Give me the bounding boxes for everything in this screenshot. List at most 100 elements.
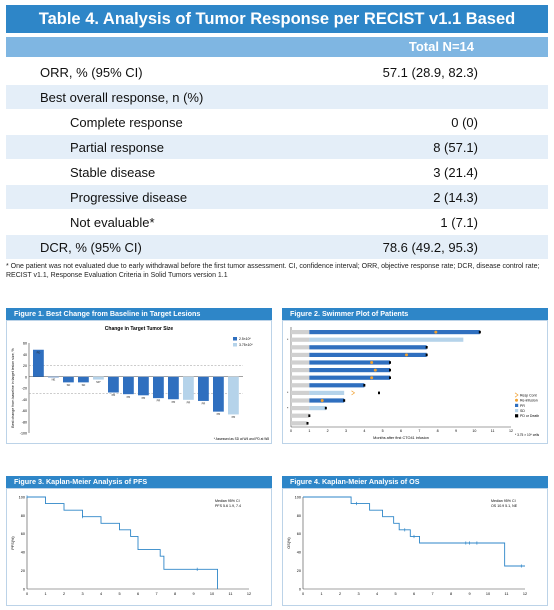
row-value: 78.6 (49.2, 95.3) xyxy=(382,240,478,255)
legend-label: Resp Cont xyxy=(520,393,537,397)
x-tick-label: 2 xyxy=(339,592,341,596)
death-marker xyxy=(378,391,380,395)
figure-1: Figure 1. Best Change from Baseline in T… xyxy=(6,308,272,444)
y-tick-label: 40 xyxy=(23,353,27,357)
lane-bar xyxy=(309,352,427,357)
y-tick-label: 0 xyxy=(299,587,301,591)
dose-marker: * xyxy=(287,391,289,395)
lane-bar xyxy=(291,337,310,342)
death-marker xyxy=(389,368,391,372)
y-tick-label: 100 xyxy=(295,495,301,499)
bar-label: PR xyxy=(127,395,131,399)
x-tick-label: 2 xyxy=(327,429,329,433)
figure-3-title: Figure 3. Kaplan-Meier Analysis of PFS xyxy=(6,476,272,488)
y-tick-label: 80 xyxy=(21,514,25,518)
x-tick-label: 2 xyxy=(63,592,65,596)
y-tick-label: 60 xyxy=(297,532,301,536)
bar-label: NE xyxy=(52,377,56,381)
y-tick-label: -20 xyxy=(22,387,27,391)
table-row: ORR, % (95% CI) 57.1 (28.9, 82.3) xyxy=(6,60,548,84)
bar xyxy=(78,376,89,383)
x-tick-label: 3 xyxy=(345,429,347,433)
x-tick-label: 5 xyxy=(382,429,384,433)
bar-label: PR xyxy=(232,415,236,419)
lane-bar xyxy=(291,383,310,388)
legend-swatch-light xyxy=(233,343,237,347)
waterfall-chart: Change in Target Tumor Size Best change f… xyxy=(11,326,270,441)
y-tick-label: 60 xyxy=(23,342,27,346)
figure-footnote: * Assessed as SD at W4 and PD at W8 xyxy=(214,437,270,441)
bar xyxy=(48,376,59,378)
x-tick-label: 10 xyxy=(210,592,214,596)
x-tick-label: 10 xyxy=(486,592,490,596)
x-tick-label: 6 xyxy=(137,592,139,596)
y-axis-label: PFS(%) xyxy=(11,536,15,550)
table-title: Table 4. Analysis of Tumor Response per … xyxy=(6,5,548,33)
y-tick-label: 20 xyxy=(297,569,301,573)
lane-bar xyxy=(291,406,310,411)
lane-bar xyxy=(291,398,310,403)
x-tick-label: 8 xyxy=(437,429,439,433)
legend-head: Median 95% CI xyxy=(215,499,240,503)
x-tick-label: 3 xyxy=(81,592,83,596)
lane-bar xyxy=(309,360,390,365)
bar xyxy=(168,376,179,400)
lane-bar xyxy=(309,390,345,395)
bar-label: PR xyxy=(112,393,116,397)
x-tick-label: 8 xyxy=(450,592,452,596)
legend-swatch-dark xyxy=(233,337,237,341)
row-value: 3 (21.4) xyxy=(433,165,478,180)
legend-marker xyxy=(515,398,518,402)
x-axis-label: Months after first CTO41 infusion xyxy=(373,436,429,440)
y-axis-label: OS(%) xyxy=(287,537,291,549)
y-tick-label: -100 xyxy=(20,432,27,436)
legend-marker xyxy=(515,414,519,418)
death-marker xyxy=(363,384,366,387)
death-marker xyxy=(425,346,428,349)
row-value: 2 (14.3) xyxy=(433,190,478,205)
bar xyxy=(63,376,74,383)
table-row: Complete response 0 (0) xyxy=(6,110,548,134)
death-marker xyxy=(324,406,327,410)
bar xyxy=(153,376,164,399)
row-label: ORR, % (95% CI) xyxy=(40,65,143,80)
x-tick-label: 8 xyxy=(174,592,176,596)
bar xyxy=(33,349,44,377)
bar xyxy=(198,376,209,401)
x-tick-label: 12 xyxy=(509,429,513,433)
bar xyxy=(108,376,119,393)
lane-bar xyxy=(291,390,310,395)
dose-note: * 3.75 × 10⁸ cells xyxy=(515,433,540,437)
lane-bar xyxy=(309,330,480,335)
x-tick-label: 3 xyxy=(357,592,359,596)
y-tick-label: -40 xyxy=(22,398,27,402)
bar-label: PR xyxy=(202,402,206,406)
row-value: 8 (57.1) xyxy=(433,140,478,155)
bar-label: SD* xyxy=(96,380,101,384)
y-tick-label: 100 xyxy=(19,495,25,499)
y-tick-label: 20 xyxy=(23,364,27,368)
legend-label-light: 3.75×10⁸ xyxy=(239,343,253,347)
x-tick-label: 4 xyxy=(363,429,365,433)
row-label: Not evaluable* xyxy=(70,215,155,230)
x-tick-label: 5 xyxy=(118,592,120,596)
y-tick-label: 40 xyxy=(297,551,301,555)
legend-head: Median 95% CI xyxy=(491,499,516,503)
row-label: Best overall response, n (%) xyxy=(40,90,204,105)
lane-bar xyxy=(291,360,310,365)
x-tick-label: 11 xyxy=(491,429,495,433)
figure-1-title: Figure 1. Best Change from Baseline in T… xyxy=(6,308,272,320)
chart-title: Change in Target Tumor Size xyxy=(105,326,174,332)
lane-bar xyxy=(309,406,326,411)
lane-bar xyxy=(309,383,365,388)
bar-label: PR xyxy=(187,400,191,404)
x-tick-label: 0 xyxy=(302,592,304,596)
row-value: 0 (0) xyxy=(451,115,478,130)
table-row: Stable disease 3 (21.4) xyxy=(6,160,548,184)
bar xyxy=(138,376,149,396)
figure-4-title: Figure 4. Kaplan-Meier Analysis of OS xyxy=(282,476,548,488)
legend-label: PR xyxy=(520,404,525,408)
death-marker xyxy=(306,422,309,425)
